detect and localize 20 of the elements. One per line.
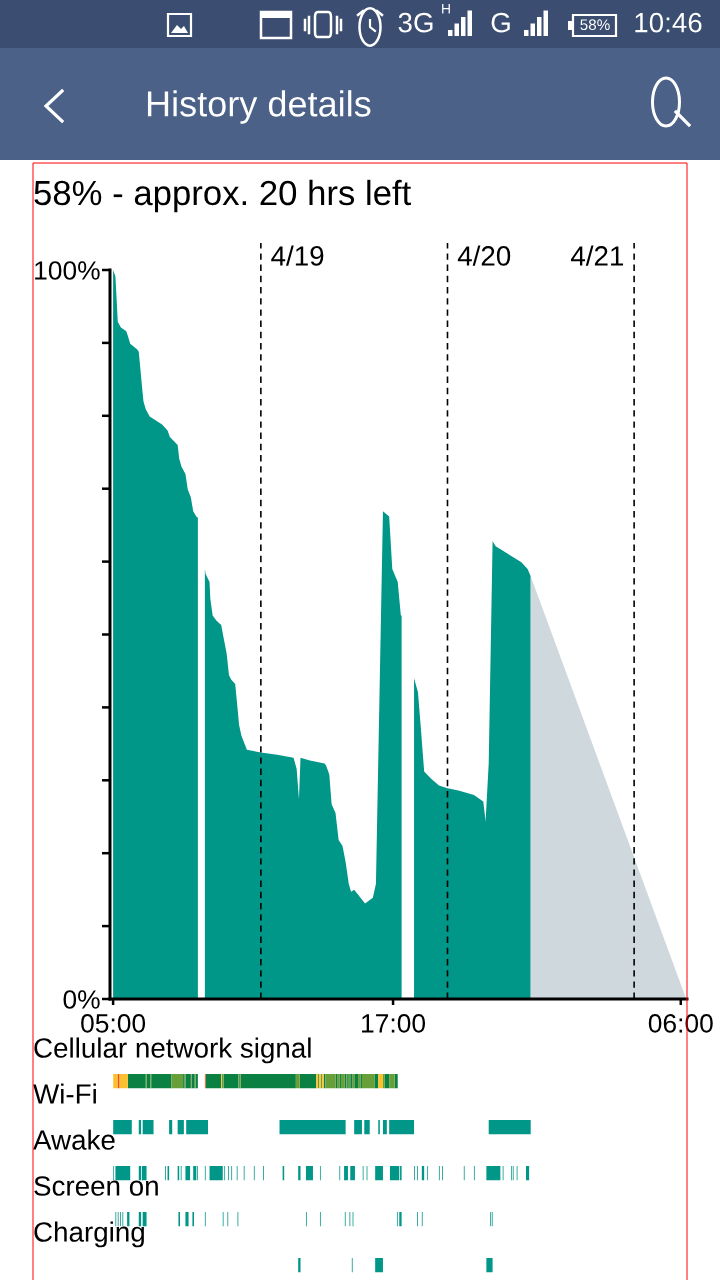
- ref-line-label: 4/21: [570, 245, 624, 266]
- chart-subtitle: 58% - approx. 20 hrs left: [34, 179, 412, 213]
- text: H: [442, 4, 450, 14]
- chart-title: History details: [147, 90, 371, 124]
- y-tick-label: 0%: [63, 990, 100, 1009]
- text: 58%: [580, 19, 610, 31]
- ref-line-label: 4/20: [457, 245, 511, 266]
- y-tick-label: 100%: [35, 261, 100, 280]
- chart-title: Wi-Fi: [33, 1083, 96, 1104]
- x-tick-label: 17:00: [362, 1014, 426, 1033]
- text: 3G: [398, 12, 433, 33]
- chart-title: Charging: [34, 1221, 144, 1248]
- ref-line-label: 4/19: [271, 245, 324, 266]
- chart-title: Cellular network signal: [34, 1037, 311, 1064]
- x-tick-label: 05:00: [81, 1014, 146, 1033]
- text: 10:46: [635, 12, 702, 33]
- text: G: [491, 12, 510, 33]
- chart-title: Awake: [33, 1129, 115, 1150]
- chart-title: Screen on: [34, 1176, 158, 1196]
- x-tick-label: 06:00: [648, 1014, 713, 1033]
